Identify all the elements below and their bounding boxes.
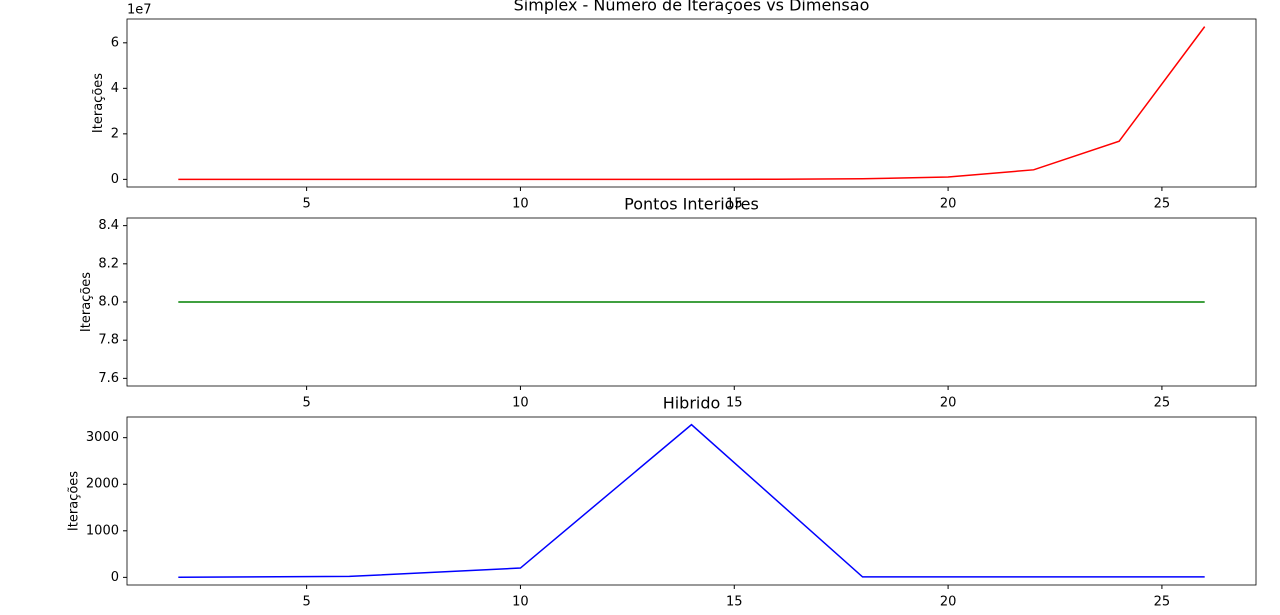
x-tick-label: 20: [940, 595, 957, 610]
x-tick-label: 25: [1154, 396, 1171, 411]
axes-frame: [126, 18, 1257, 188]
y-axis-label: Iterações: [66, 471, 81, 531]
y-offset-label: 1e7: [127, 3, 152, 18]
y-tick-label: 2000: [86, 477, 119, 492]
y-tick-label: 8.2: [98, 256, 119, 271]
y-tick-label: 7.8: [98, 333, 119, 348]
y-tick-label: 4: [111, 81, 119, 96]
y-tick-label: 2: [111, 126, 119, 141]
chart-title: Simplex - Número de Iterações vs Dimensã…: [514, 0, 870, 15]
x-tick-label: 15: [726, 595, 743, 610]
data-line: [178, 423, 1205, 579]
chart-title: Hibrido: [663, 394, 721, 413]
x-tick-label: 5: [302, 396, 310, 411]
y-axis-label: Iterações: [91, 73, 106, 133]
chart-title: Pontos Interiores: [624, 195, 759, 214]
x-tick-label: 25: [1154, 197, 1171, 212]
x-tick-label: 10: [512, 197, 529, 212]
axes-frame: [126, 416, 1257, 586]
y-tick-label: 6: [111, 35, 119, 50]
y-tick-label: 0: [111, 570, 119, 585]
y-axis-label: Iterações: [79, 272, 94, 332]
x-tick-label: 15: [726, 197, 743, 212]
x-tick-label: 15: [726, 396, 743, 411]
x-tick-label: 5: [302, 595, 310, 610]
x-tick-label: 25: [1154, 595, 1171, 610]
y-tick-label: 7.6: [98, 371, 119, 386]
x-tick-label: 10: [512, 396, 529, 411]
x-tick-label: 20: [940, 396, 957, 411]
y-tick-label: 0: [111, 172, 119, 187]
x-tick-label: 20: [940, 197, 957, 212]
y-tick-label: 8.4: [98, 218, 119, 233]
y-tick-label: 1000: [86, 523, 119, 538]
y-tick-label: 8.0: [98, 295, 119, 310]
data-line: [178, 26, 1206, 181]
x-tick-label: 10: [512, 595, 529, 610]
x-tick-label: 5: [302, 197, 310, 212]
y-tick-label: 3000: [86, 430, 119, 445]
